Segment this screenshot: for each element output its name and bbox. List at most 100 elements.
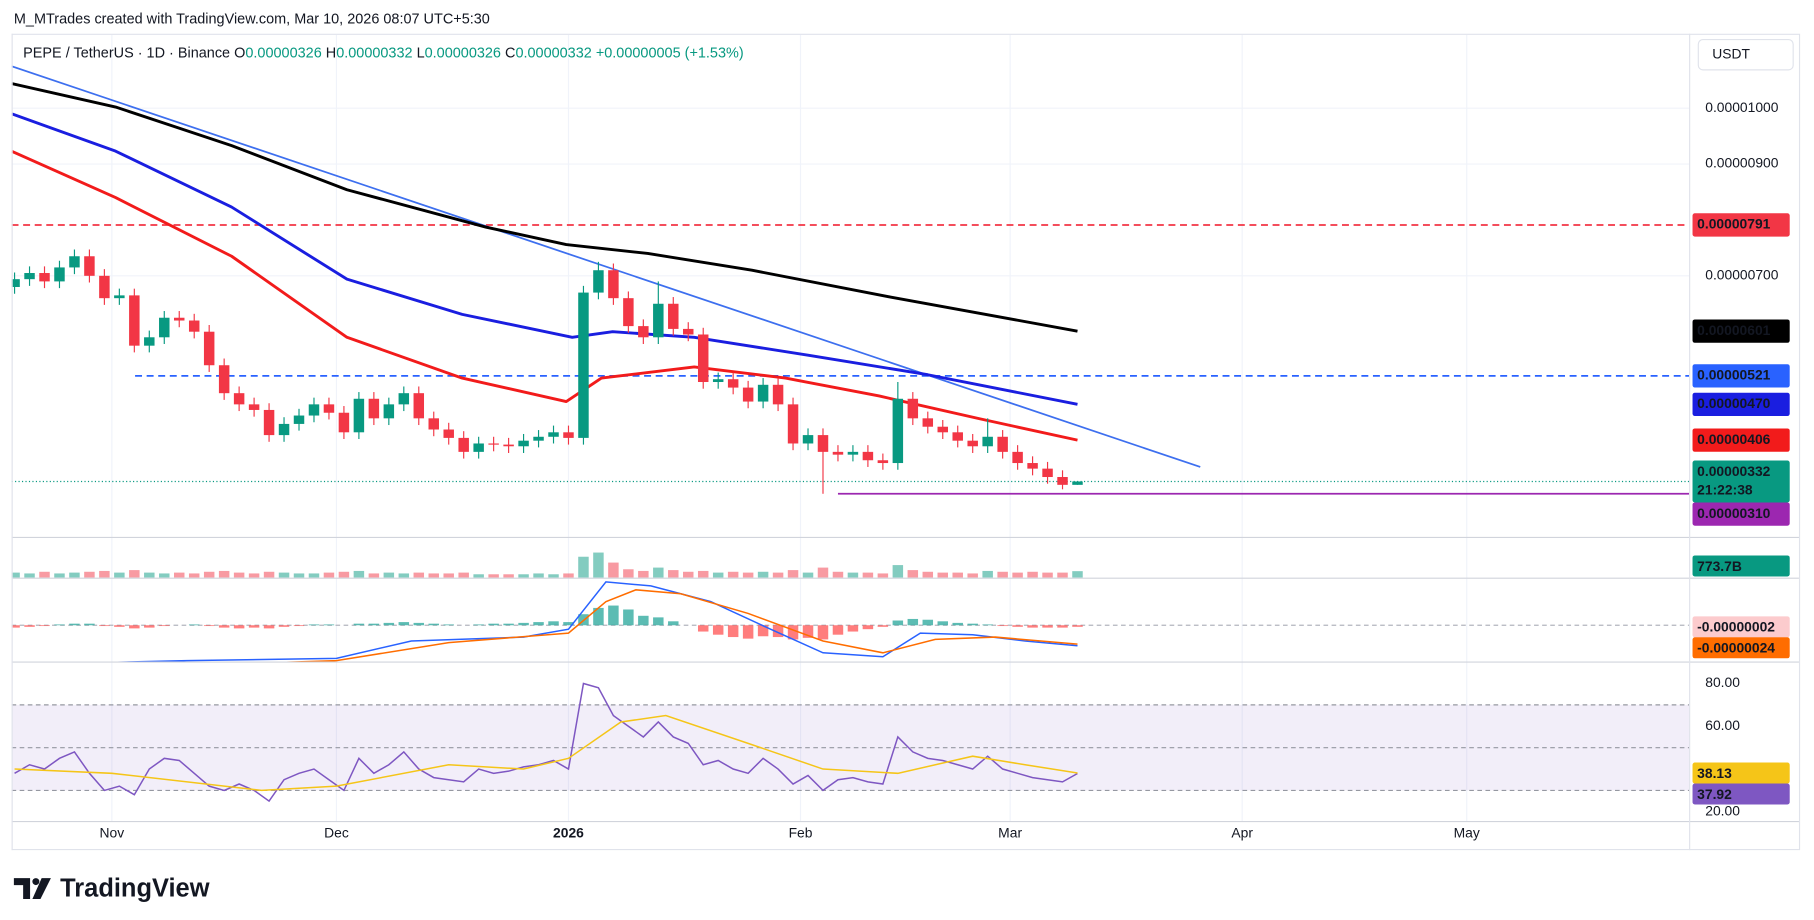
macd-histogram — [353, 623, 365, 626]
volume-bar — [892, 565, 904, 578]
candle-body — [278, 423, 290, 436]
volume-bar — [218, 570, 230, 578]
candle-body — [668, 303, 679, 329]
volume-bar — [144, 572, 155, 578]
currency[interactable]: USDT — [1712, 45, 1750, 61]
macd-histogram — [11, 625, 20, 628]
volume-bar — [982, 570, 993, 578]
volume-bar — [593, 552, 604, 578]
macd-histogram — [563, 622, 574, 626]
macd-histogram — [877, 625, 889, 627]
candle-body — [159, 317, 170, 338]
price-label-box — [1692, 364, 1790, 388]
volume-bar — [727, 571, 739, 578]
frame — [11, 33, 1801, 851]
logo-mark — [13, 878, 31, 900]
ohlc-key: H — [326, 45, 336, 61]
macd-label: -0.00000024 — [1697, 640, 1775, 656]
rsi-label: 38.13 — [1697, 765, 1732, 781]
macd-histogram — [188, 624, 200, 626]
volume-bar — [293, 573, 305, 578]
macd-histogram — [518, 622, 529, 626]
macd-histogram — [653, 617, 664, 626]
macd-histogram — [757, 625, 769, 637]
candle-body — [488, 443, 499, 445]
candle-body — [1072, 481, 1083, 485]
price-label-box — [1692, 762, 1790, 784]
candle-body — [144, 337, 155, 346]
ohlc-key: L — [417, 45, 425, 61]
candle-body — [787, 404, 799, 444]
volume-bar — [757, 571, 769, 578]
change: +0.00000005 (+1.53%) — [596, 45, 744, 61]
macd-histogram — [218, 625, 230, 628]
candle-body — [1027, 463, 1038, 469]
volume-bar — [578, 556, 589, 578]
volume-bar — [203, 571, 215, 578]
candle-body — [293, 415, 305, 424]
macd-histogram — [742, 625, 754, 639]
volume-bar — [563, 573, 574, 578]
macd-histogram — [533, 622, 544, 626]
candle-body — [383, 404, 395, 419]
macd-histogram — [937, 621, 948, 626]
macd-histogram — [203, 625, 215, 627]
legend: PEPE / TetherUS · 1D · Binance O0.000003… — [23, 45, 744, 61]
x-tick-label: Dec — [324, 824, 349, 840]
candle-body — [323, 404, 335, 413]
candle-body — [802, 435, 814, 444]
price-label-box — [1692, 555, 1790, 577]
candle-body — [1057, 477, 1068, 485]
volume-bar — [11, 572, 20, 578]
volume-bar — [937, 572, 948, 578]
candle-body — [129, 295, 140, 346]
candle-body — [248, 404, 260, 410]
candle-body — [353, 398, 365, 433]
volume-bar — [922, 571, 934, 578]
volume-bar — [623, 569, 634, 578]
currency-button[interactable] — [1697, 39, 1794, 71]
candle-body — [428, 418, 439, 430]
volume-label: 773.7B — [1697, 558, 1742, 574]
volume-bar — [174, 572, 185, 578]
candle-body — [398, 393, 410, 405]
volume-bar — [368, 573, 380, 578]
macd-histogram — [308, 624, 320, 626]
candle-body — [623, 298, 634, 327]
volume-bar — [817, 567, 829, 578]
volume-bar — [772, 572, 784, 578]
y-tick-label: 80.00 — [1705, 674, 1740, 690]
macd-histogram — [608, 605, 619, 626]
macd-histogram — [248, 625, 260, 628]
x-tick-label: Feb — [789, 824, 813, 840]
volume-bar — [69, 572, 80, 578]
volume-bar — [668, 570, 679, 578]
candle-body — [443, 429, 454, 438]
macd-histogram — [54, 624, 65, 626]
macd-histogram — [488, 623, 499, 626]
volume-bar — [1012, 572, 1023, 578]
macd-histogram — [383, 622, 395, 626]
candle-body — [952, 432, 963, 441]
volume-bar — [518, 574, 529, 578]
histogram-label: -0.00000002 — [1697, 619, 1775, 635]
candle-body — [638, 326, 649, 338]
candle-body — [1012, 451, 1023, 464]
ohlc-value: 0.00000332 — [336, 45, 412, 61]
volume-bar — [428, 573, 439, 578]
candle-body — [218, 365, 230, 394]
macd-histogram — [1027, 625, 1038, 628]
candle-body — [772, 384, 784, 405]
macd-histogram — [847, 625, 859, 632]
candle-body — [593, 270, 604, 293]
volume-bar — [533, 573, 544, 578]
ohlc-value: 0.00000326 — [425, 45, 501, 61]
macd-histogram — [772, 625, 784, 638]
moving-average — [11, 112, 1078, 406]
candle-body — [473, 443, 484, 452]
macd-histogram — [1012, 625, 1023, 627]
candle-body — [727, 379, 739, 388]
candle-body — [203, 331, 215, 366]
candle-body — [862, 451, 874, 461]
macd-histogram — [952, 622, 963, 626]
